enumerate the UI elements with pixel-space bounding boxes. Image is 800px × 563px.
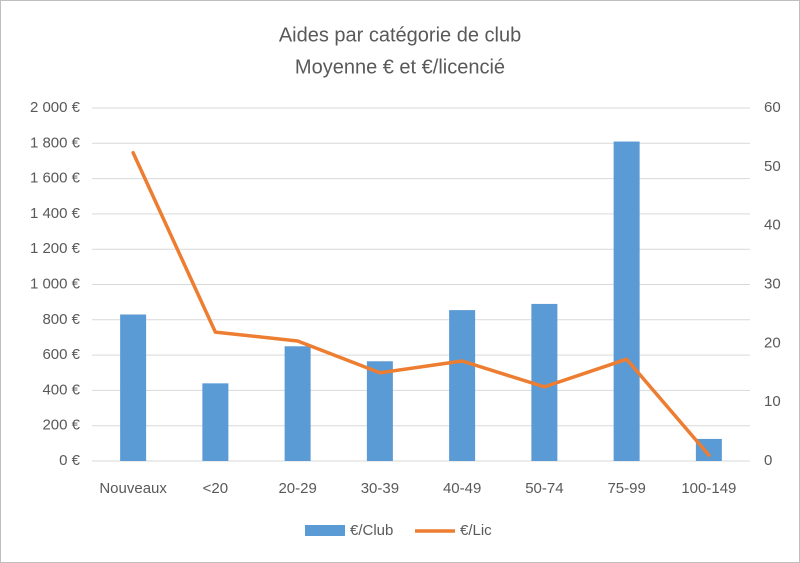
y-tick-label: 0 € — [59, 452, 81, 469]
x-tick-label: 20-29 — [278, 480, 316, 497]
x-tick-label: 50-74 — [525, 480, 563, 497]
bar — [695, 438, 722, 461]
bar — [449, 310, 476, 461]
x-tick-label: Nouveaux — [99, 480, 167, 497]
y-tick-label: 1 200 € — [30, 240, 81, 257]
x-tick-label: <20 — [203, 480, 228, 497]
y2-tick-label: 10 — [764, 393, 781, 410]
bar — [613, 141, 640, 461]
y2-tick-label: 30 — [764, 275, 781, 292]
chart-title: Aides par catégorie de club — [279, 24, 521, 46]
y2-tick-label: 40 — [764, 217, 781, 234]
y2-tick-label: 50 — [764, 158, 781, 175]
y-tick-label: 1 000 € — [30, 275, 81, 292]
y-tick-label: 1 600 € — [30, 170, 81, 187]
y2-tick-label: 60 — [764, 99, 781, 116]
x-tick-label: 75-99 — [607, 480, 645, 497]
line — [131, 150, 711, 457]
bar — [120, 314, 147, 461]
y-tick-label: 1 400 € — [30, 205, 81, 222]
legend-swatch — [305, 525, 345, 536]
bar — [284, 346, 311, 461]
x-tick-label: 40-49 — [443, 480, 481, 497]
bar — [366, 361, 393, 461]
y-tick-label: 200 € — [42, 417, 80, 434]
y-tick-label: 2 000 € — [30, 99, 81, 116]
chart-subtitle: Moyenne € et €/licencié — [295, 56, 505, 78]
legend-label: €/Lic — [460, 522, 492, 539]
y2-tick-label: 0 — [764, 452, 772, 469]
x-tick-label: 30-39 — [361, 480, 399, 497]
legend-label: €/Club — [350, 522, 393, 539]
y-tick-label: 1 800 € — [30, 134, 81, 151]
y-tick-label: 400 € — [42, 381, 80, 398]
y2-tick-label: 20 — [764, 334, 781, 351]
x-tick-label: 100-149 — [681, 480, 736, 497]
bar — [202, 383, 229, 461]
y-tick-label: 800 € — [42, 311, 80, 328]
y-tick-label: 600 € — [42, 346, 80, 363]
